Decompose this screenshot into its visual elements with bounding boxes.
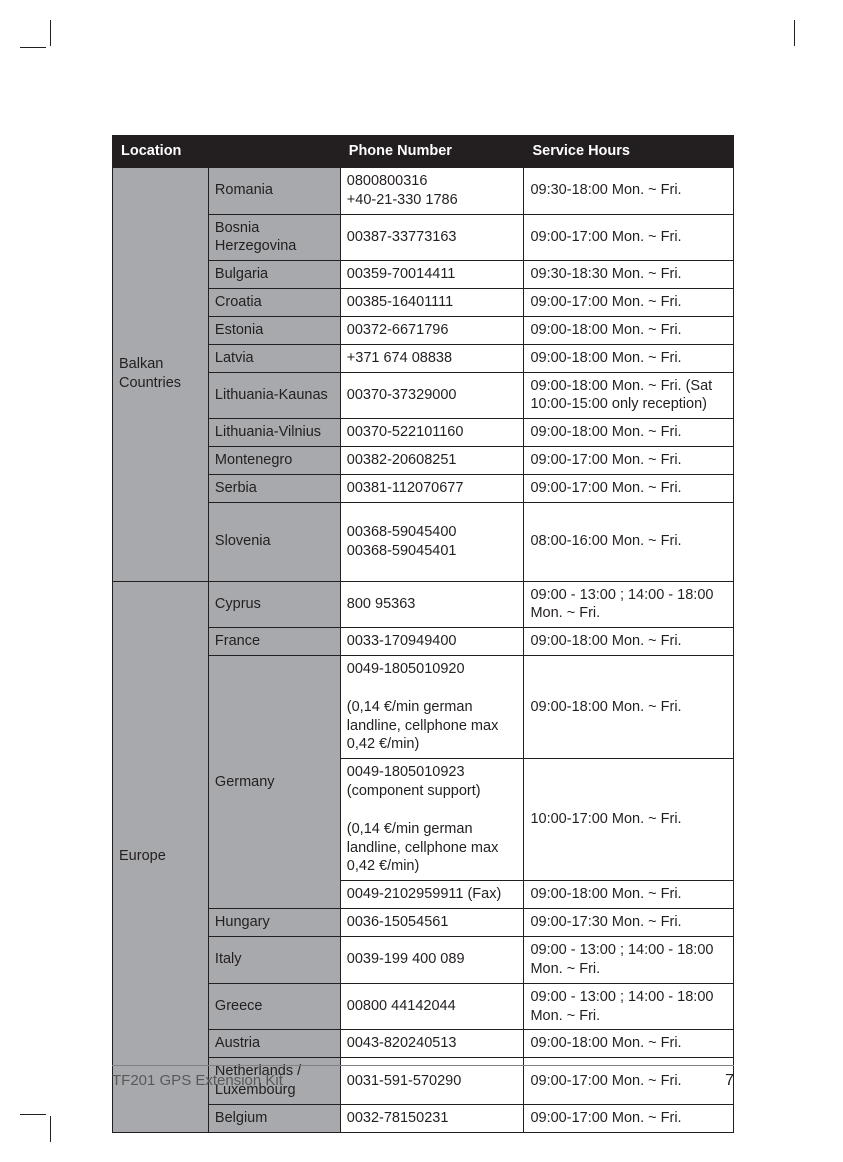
phone-cell: 00372-6671796: [340, 316, 524, 344]
country-cell: Romania: [208, 167, 340, 214]
header-location: Location: [113, 136, 341, 168]
hours-cell: 09:00-18:00 Mon. ~ Fri.: [524, 881, 734, 909]
footer-title: TF201 GPS Extension Kit: [112, 1072, 283, 1089]
country-cell: Croatia: [208, 289, 340, 317]
hours-cell: 09:00-18:00 Mon. ~ Fri.: [524, 419, 734, 447]
phone-cell: 0036-15054561: [340, 909, 524, 937]
phone-cell: 0800800316+40-21-330 1786: [340, 167, 524, 214]
country-cell: Lithuania-Kaunas: [208, 372, 340, 419]
phone-cell: 0033-170949400: [340, 628, 524, 656]
hours-cell: 09:00-17:00 Mon. ~ Fri.: [524, 447, 734, 475]
phone-cell: 00370-522101160: [340, 419, 524, 447]
phone-cell: 00381-112070677: [340, 474, 524, 502]
hours-cell: 09:00-18:00 Mon. ~ Fri.: [524, 1030, 734, 1058]
hours-cell: 09:00-17:00 Mon. ~ Fri.: [524, 214, 734, 261]
phone-cell: 00368-5904540000368-59045401: [340, 502, 524, 581]
country-cell: Slovenia: [208, 502, 340, 581]
table-row: EuropeCyprus800 9536309:00 - 13:00 ; 14:…: [113, 581, 734, 628]
phone-cell: 00359-70014411: [340, 261, 524, 289]
phone-cell: 00385-16401111: [340, 289, 524, 317]
phone-cell: 00800 44142044: [340, 983, 524, 1030]
country-cell: Italy: [208, 937, 340, 984]
country-cell: Montenegro: [208, 447, 340, 475]
phone-cell: 0032-78150231: [340, 1104, 524, 1132]
hours-cell: 09:30-18:30 Mon. ~ Fri.: [524, 261, 734, 289]
header-hours: Service Hours: [524, 136, 734, 168]
phone-cell: 0049-1805010920 (0,14 €/min german landl…: [340, 656, 524, 759]
page-number: 7: [725, 1072, 734, 1090]
hours-cell: 09:00-18:00 Mon. ~ Fri.: [524, 344, 734, 372]
country-cell: Cyprus: [208, 581, 340, 628]
phone-cell: +371 674 08838: [340, 344, 524, 372]
hours-cell: 09:00-18:00 Mon. ~ Fri.: [524, 628, 734, 656]
phone-cell: 0049-1805010923 (component support) (0,1…: [340, 759, 524, 881]
hours-cell: 09:00 - 13:00 ; 14:00 - 18:00 Mon. ~ Fri…: [524, 581, 734, 628]
country-cell: Greece: [208, 983, 340, 1030]
country-cell: Bosnia Herzegovina: [208, 214, 340, 261]
header-phone: Phone Number: [340, 136, 524, 168]
country-cell: Serbia: [208, 474, 340, 502]
hours-cell: 09:00-17:00 Mon. ~ Fri.: [524, 474, 734, 502]
table-row: Balkan CountriesRomania0800800316+40-21-…: [113, 167, 734, 214]
table-header-row: Location Phone Number Service Hours: [113, 136, 734, 168]
phone-cell: 00387-33773163: [340, 214, 524, 261]
country-cell: Latvia: [208, 344, 340, 372]
hours-cell: 09:00-17:00 Mon. ~ Fri.: [524, 289, 734, 317]
country-cell: Estonia: [208, 316, 340, 344]
hours-cell: 09:00-17:30 Mon. ~ Fri.: [524, 909, 734, 937]
hours-cell: 09:00-18:00 Mon. ~ Fri. (Sat 10:00-15:00…: [524, 372, 734, 419]
country-cell: Bulgaria: [208, 261, 340, 289]
region-cell: Europe: [113, 581, 209, 1132]
country-cell: Belgium: [208, 1104, 340, 1132]
phone-cell: 00382-20608251: [340, 447, 524, 475]
hours-cell: 09:00-18:00 Mon. ~ Fri.: [524, 656, 734, 759]
country-cell: Lithuania-Vilnius: [208, 419, 340, 447]
phone-cell: 800 95363: [340, 581, 524, 628]
phone-cell: 0043-820240513: [340, 1030, 524, 1058]
hours-cell: 08:00-16:00 Mon. ~ Fri.: [524, 502, 734, 581]
country-cell: France: [208, 628, 340, 656]
country-cell: Austria: [208, 1030, 340, 1058]
contact-table: Location Phone Number Service Hours Balk…: [112, 135, 734, 1133]
page-content: Location Phone Number Service Hours Balk…: [112, 135, 734, 1133]
country-cell: Germany: [208, 656, 340, 909]
hours-cell: 09:00-18:00 Mon. ~ Fri.: [524, 316, 734, 344]
country-cell: Hungary: [208, 909, 340, 937]
hours-cell: 09:00-17:00 Mon. ~ Fri.: [524, 1104, 734, 1132]
hours-cell: 09:30-18:00 Mon. ~ Fri.: [524, 167, 734, 214]
phone-cell: 0049-2102959911 (Fax): [340, 881, 524, 909]
page-footer: TF201 GPS Extension Kit 7: [112, 1065, 734, 1090]
hours-cell: 09:00 - 13:00 ; 14:00 - 18:00 Mon. ~ Fri…: [524, 937, 734, 984]
phone-cell: 0039-199 400 089: [340, 937, 524, 984]
hours-cell: 10:00-17:00 Mon. ~ Fri.: [524, 759, 734, 881]
region-cell: Balkan Countries: [113, 167, 209, 581]
phone-cell: 00370-37329000: [340, 372, 524, 419]
hours-cell: 09:00 - 13:00 ; 14:00 - 18:00 Mon. ~ Fri…: [524, 983, 734, 1030]
